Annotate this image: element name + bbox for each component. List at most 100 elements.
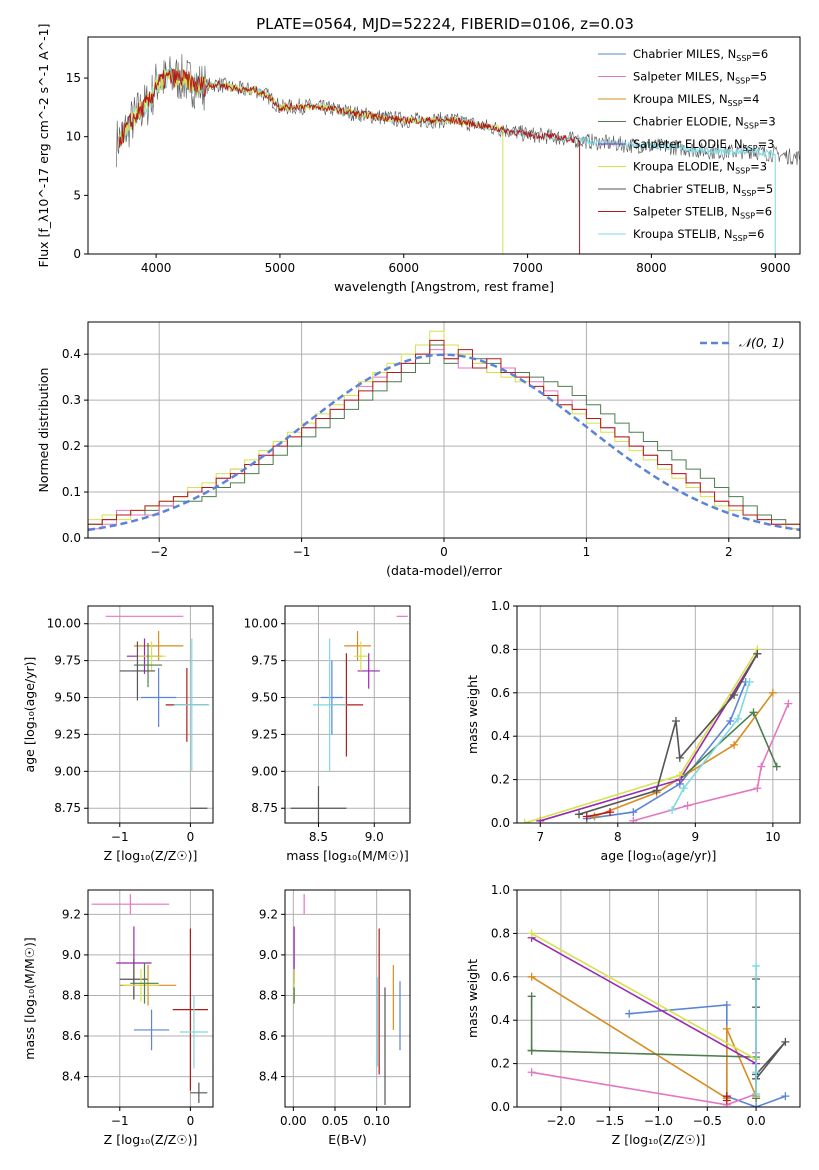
model-spectrum-trace [118,68,503,147]
x-tick-label: −1 [111,1114,129,1128]
weight-marker [590,812,599,821]
y-tick-label: 8.4 [259,1070,278,1084]
y-axis-label: age [log₁₀(age/yr)] [22,657,37,773]
y-tick-label: 5 [73,188,81,202]
axes-frame [284,889,411,1108]
y-tick-label: 0.0 [491,1100,510,1114]
x-tick-label: 0 [440,545,448,559]
weight-series-line [531,976,757,1100]
y-tick-label: 0.3 [62,393,81,407]
weight-marker [629,816,638,823]
y-tick-label: 9.0 [62,948,81,962]
panel-weight-vs-z: −2.0 −1.5 −1.0 −0.5 0.0 0.0 0.2 0.4 0.6 0.8 1.0 Z [… [465,883,801,1147]
x-tick-label: 0.05 [322,1114,349,1128]
panel-residuals: −2 −1 0 1 2 0.0 0.1 0.2 0.3 0.4 (data-model)/error… [36,321,801,578]
weight-marker [749,708,758,717]
weight-marker [527,1046,536,1055]
y-tick-label: 9.2 [259,907,278,921]
y-tick-label: 0.6 [491,970,510,984]
weight-marker [752,1103,761,1107]
plot-area [105,615,210,809]
weight-marker [722,1024,731,1033]
legend-sub: SSP [735,167,750,176]
y-tick-label: 8.75 [251,801,278,815]
y-tick-label: 8.8 [62,988,81,1002]
legend-label: Salpeter ELODIE, NSSP=3 [633,137,775,153]
legend-sub: SSP [728,99,743,108]
weight-marker [726,717,735,726]
x-tick-label: 8000 [636,261,667,275]
y-tick-label: 0.4 [491,1013,510,1027]
weight-series-line [578,653,759,816]
axes-frame [87,321,801,539]
plot-area [91,894,209,1103]
weight-series-line [594,692,774,818]
x-tick-label: 0.00 [280,1114,307,1128]
weight-marker [745,677,754,686]
weight-marker [527,929,536,938]
weight-series-line [531,932,757,1060]
x-tick-label: 9.0 [365,830,384,844]
y-tick-label: 0 [73,247,81,261]
plot-area [527,929,790,1107]
x-tick-label: 2 [725,545,733,559]
weight-series-line [586,811,611,818]
y-tick-label: 0.0 [491,816,510,830]
y-tick-label: 8.75 [54,801,81,815]
panel-mass-vs-z: −1 0 8.4 8.6 8.8 9.0 9.2 Z [log₁₀(Z/Z☉)] mass [l… [22,889,214,1147]
legend-suffix: =4 [743,92,760,106]
axes-frame [284,605,411,824]
plot-area [88,330,800,538]
weight-marker [671,717,680,726]
weight-marker [784,699,793,708]
histogram-series [88,344,800,538]
legend-label: Salpeter MILES, NSSP=5 [633,70,767,86]
weight-marker [668,805,677,814]
x-tick-label: −2.0 [546,1114,575,1128]
legend-sub: SSP [743,144,758,153]
y-tick-label: 0.2 [491,773,510,787]
weight-series-line [671,681,751,811]
y-tick-label: 0.4 [62,347,81,361]
plot-area [290,615,408,823]
panel-weight-vs-age: 7 8 9 10 0.0 0.2 0.4 0.6 0.8 1.0 age [log₁₀(age/yr… [465,599,801,863]
legend-sub: SSP [740,212,755,221]
y-tick-label: 9.75 [54,654,81,668]
y-tick-label: 10 [66,130,81,144]
x-tick-label: 8 [614,830,622,844]
y-tick-label: 15 [66,71,81,85]
legend-suffix: =5 [756,182,773,196]
y-tick-label: 0.1 [62,485,81,499]
x-tick-label: 7 [536,830,544,844]
weight-marker [582,812,591,821]
weight-marker [520,819,529,823]
x-axis-label: Z [log₁₀(Z/Z☉)] [104,1132,198,1147]
x-tick-label: −1.0 [644,1114,673,1128]
y-tick-label: 9.50 [54,691,81,705]
weight-marker [768,688,777,697]
weight-marker [683,801,692,810]
legend-label: Kroupa STELIB, NSSP=6 [633,227,764,243]
weight-series-line [531,937,757,1065]
weight-marker [675,753,684,762]
weight-marker [652,786,661,795]
legend-suffix: =3 [750,160,767,174]
x-tick-label: 9000 [760,261,791,275]
weight-series-line [586,681,747,820]
legend-label: Salpeter STELIB, NSSP=6 [633,205,772,221]
weight-marker [753,649,762,658]
weight-marker [675,771,684,780]
model-spectrum-trace [118,68,581,148]
normal-curve [88,353,800,532]
weight-marker [752,1089,761,1098]
y-tick-label: 8.6 [62,1029,81,1043]
weight-marker [752,1068,761,1077]
weight-marker [722,1092,731,1101]
legend-label: Chabrier STELIB, NSSP=5 [633,182,773,198]
x-axis-label: age [log₁₀(age/yr)] [601,848,717,863]
axes-frame [516,605,801,824]
legend-label: Chabrier ELODIE, NSSP=3 [633,115,776,131]
y-axis-label: Flux [f_λ10^-17 erg cm^-2 s^-1 A^-1] [36,24,51,268]
x-tick-label: −2 [150,545,168,559]
weight-marker [752,961,761,970]
